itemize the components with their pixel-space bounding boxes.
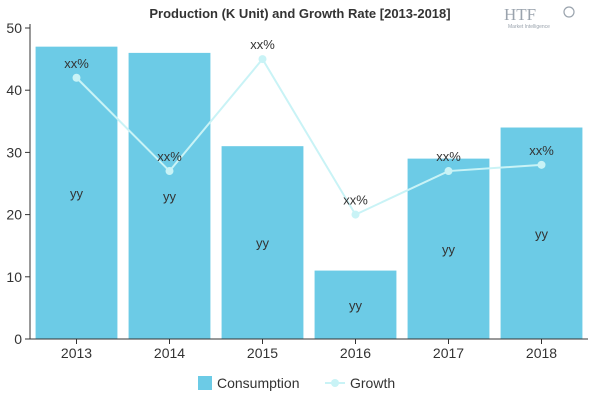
- bar-value-label: yy: [442, 242, 456, 257]
- chart-title: Production (K Unit) and Growth Rate [201…: [149, 6, 450, 21]
- bar-value-label: yy: [256, 236, 270, 251]
- legend-consumption-swatch: [198, 376, 212, 390]
- x-tick-label: 2015: [247, 345, 278, 361]
- globe-icon: [563, 6, 575, 18]
- y-tick-label: 40: [6, 82, 22, 98]
- bar-value-label: yy: [163, 189, 177, 204]
- legend: Consumption Growth: [198, 375, 395, 391]
- growth-line: [75, 57, 542, 216]
- plot-area: 0 10 20 30 40 50 yy yy yy yy yy yy 2013 2014 2015 2016 2…: [6, 20, 588, 361]
- growth-point-2017: [444, 167, 453, 176]
- bar-value-label: yy: [349, 298, 363, 313]
- growth-point-2014: [165, 167, 174, 176]
- legend-growth-label: Growth: [350, 375, 395, 391]
- growth-point-2016: [351, 210, 360, 219]
- x-tick-label: 2013: [61, 345, 92, 361]
- logo-mark: HTF: [504, 5, 536, 24]
- y-tick-label: 50: [6, 20, 22, 36]
- growth-value-label: xx%: [436, 149, 461, 164]
- y-tick-label: 0: [14, 331, 22, 347]
- y-tick-label: 20: [6, 207, 22, 223]
- bar-value-label: yy: [70, 186, 84, 201]
- y-tick-label: 30: [6, 144, 22, 160]
- bar-value-label: yy: [535, 226, 549, 241]
- x-tick-label: 2014: [154, 345, 185, 361]
- bar-2013: [35, 46, 118, 339]
- x-tick-label: 2018: [526, 345, 557, 361]
- bar-2015: [221, 146, 304, 339]
- bar-2017: [407, 158, 490, 339]
- legend-growth-marker: [331, 379, 339, 387]
- growth-point-2013: [72, 73, 81, 82]
- growth-value-label: xx%: [529, 143, 554, 158]
- growth-value-label: xx%: [64, 56, 89, 71]
- x-tick-label: 2016: [340, 345, 371, 361]
- x-tick-label: 2017: [433, 345, 464, 361]
- logo-subtitle: Market Intelligence: [508, 24, 550, 30]
- legend-consumption-label: Consumption: [217, 375, 300, 391]
- bar-2014: [128, 52, 211, 339]
- y-tick-label: 10: [6, 269, 22, 285]
- growth-point-2018: [537, 160, 546, 169]
- bar-2016: [314, 270, 397, 339]
- growth-value-label: xx%: [343, 193, 368, 208]
- htf-logo: HTF Market Intelligence: [504, 5, 575, 30]
- growth-value-label: xx%: [157, 149, 182, 164]
- growth-point-2015: [258, 55, 267, 64]
- growth-value-label: xx%: [250, 37, 275, 52]
